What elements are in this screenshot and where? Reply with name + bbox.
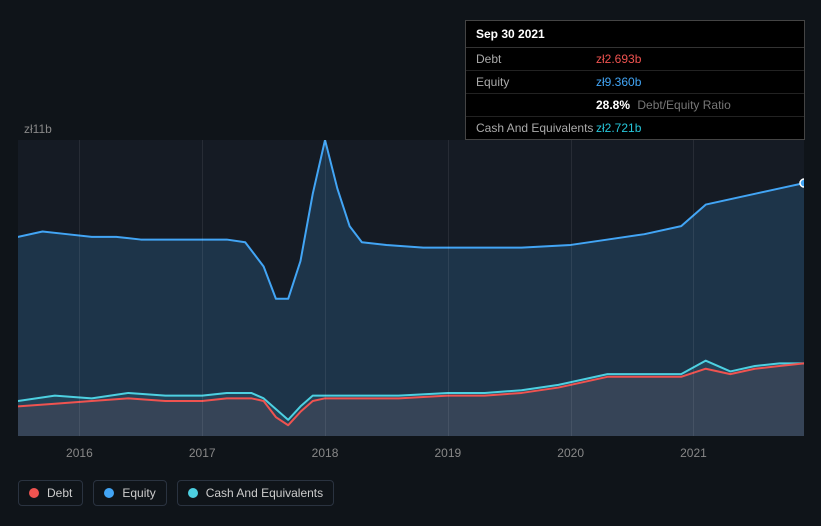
legend-label-debt: Debt [47, 486, 72, 500]
x-tick-label: 2020 [557, 446, 584, 460]
chart-svg [18, 140, 804, 436]
x-tick-label: 2017 [189, 446, 216, 460]
tooltip-debt-value: zł2.693b [596, 52, 641, 66]
gridline [202, 140, 203, 436]
tooltip-date: Sep 30 2021 [466, 21, 804, 48]
y-axis-top-label: zł11b [24, 122, 52, 136]
x-tick-label: 2019 [434, 446, 461, 460]
tooltip-equity-label: Equity [476, 75, 596, 89]
x-tick-label: 2018 [312, 446, 339, 460]
legend-dot-equity [104, 488, 114, 498]
tooltip-panel: Sep 30 2021 Debt zł2.693b Equity zł9.360… [465, 20, 805, 140]
gridline [693, 140, 694, 436]
chart-plot-area [18, 140, 804, 436]
legend: Debt Equity Cash And Equivalents [18, 480, 334, 506]
x-tick-label: 2021 [680, 446, 707, 460]
tooltip-debt-label: Debt [476, 52, 596, 66]
x-axis: 2016 2017 2018 2019 2020 2021 [18, 446, 804, 466]
tooltip-ratio-value: 28.8% [596, 98, 630, 112]
x-tick-label: 2016 [66, 446, 93, 460]
legend-dot-cash [188, 488, 198, 498]
legend-dot-debt [29, 488, 39, 498]
legend-label-equity: Equity [122, 486, 155, 500]
tooltip-equity-value: zł9.360b [596, 75, 641, 89]
tooltip-ratio-label: Debt/Equity Ratio [637, 98, 730, 112]
gridline [325, 140, 326, 436]
tooltip-cash-label: Cash And Equivalents [476, 121, 596, 135]
tooltip-ratio-spacer [476, 98, 596, 112]
legend-item-cash[interactable]: Cash And Equivalents [177, 480, 334, 506]
legend-label-cash: Cash And Equivalents [206, 486, 323, 500]
legend-item-equity[interactable]: Equity [93, 480, 166, 506]
tooltip-cash-value: zł2.721b [596, 121, 641, 135]
gridline [79, 140, 80, 436]
gridline [571, 140, 572, 436]
legend-item-debt[interactable]: Debt [18, 480, 83, 506]
gridline [448, 140, 449, 436]
